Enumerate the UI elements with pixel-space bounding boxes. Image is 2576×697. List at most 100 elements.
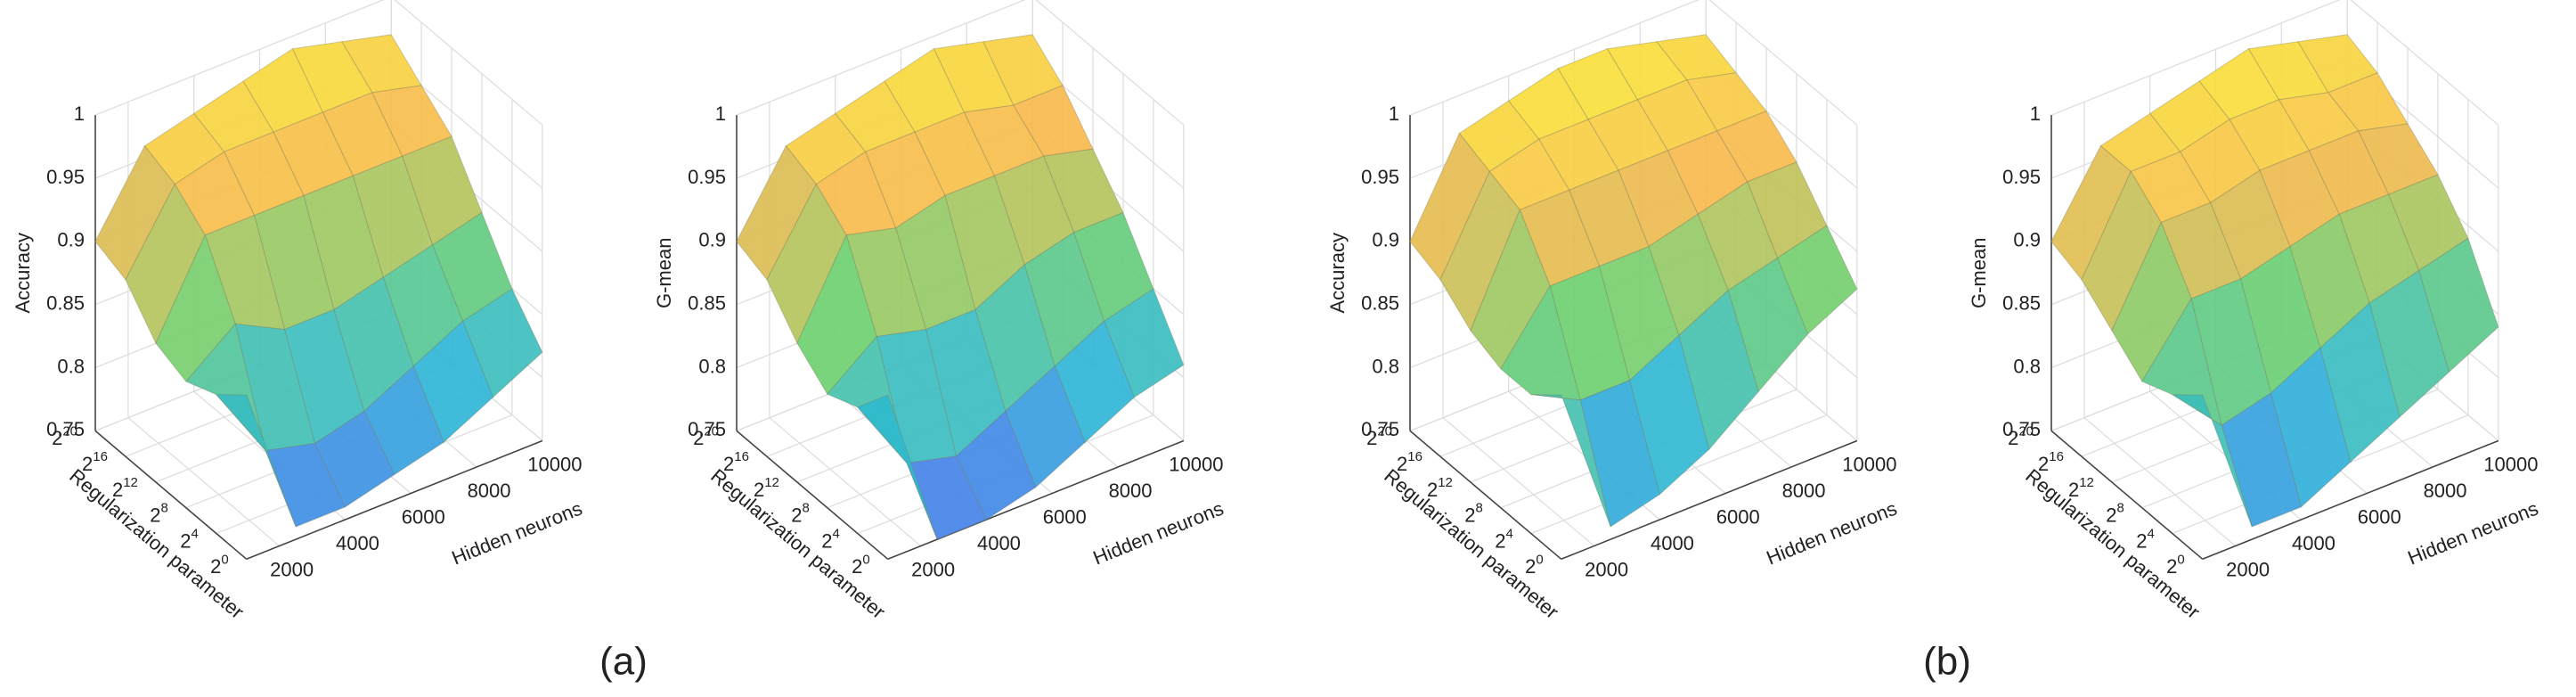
x-tick-label: 4000 — [1651, 532, 1694, 554]
x-axis — [246, 439, 543, 561]
x-tick-label: 10000 — [1842, 453, 1896, 475]
surface-patch — [1727, 257, 1809, 393]
y-tick-label: 20 — [2166, 553, 2185, 578]
y-axis-title: Regularization parameter — [2021, 464, 2204, 623]
y-tick-label: 28 — [150, 501, 168, 526]
grid-line — [2050, 0, 2341, 116]
y-tick-label: 24 — [180, 527, 199, 552]
x-tick-label: 6000 — [1716, 505, 1760, 528]
x-axis-title: Hidden neurons — [1090, 497, 1227, 570]
z-tick-label: 1 — [2030, 102, 2041, 125]
z-tick-label: 0.75 — [688, 418, 726, 440]
surface-patch — [215, 394, 297, 528]
y-axis-title: Regularization parameter — [706, 464, 889, 623]
y-tick-label: 220 — [2008, 424, 2034, 449]
surface-patch — [1537, 119, 1619, 191]
x-tick-label: 10000 — [527, 453, 582, 475]
surface-patch — [412, 320, 494, 444]
x-tick-label: 6000 — [402, 505, 445, 528]
surface-patch — [431, 211, 513, 323]
x-tick-label: 8000 — [1782, 480, 1826, 502]
y-tick-label: 220 — [693, 424, 719, 449]
surface-patch — [955, 410, 1037, 521]
caption: (b) — [1923, 640, 1971, 684]
z-axis-title: G-mean — [653, 238, 675, 308]
z-tick-label: 0.8 — [2013, 355, 2041, 377]
x-tick-label: 8000 — [1109, 480, 1153, 502]
x-tick-label: 4000 — [336, 532, 379, 554]
x-tick-label: 8000 — [468, 480, 511, 502]
y-tick-label: 28 — [791, 501, 810, 526]
x-tick-label: 10000 — [2483, 453, 2538, 475]
surface-patch — [1500, 284, 1581, 401]
surface-patch — [1530, 394, 1611, 528]
grid-line — [1035, 0, 1185, 126]
grid-line — [1409, 0, 1700, 116]
y-tick-label: 24 — [821, 527, 840, 552]
y-tick-label: 216 — [2038, 450, 2064, 475]
grid-line — [736, 0, 1026, 116]
surface-patch — [1746, 161, 1828, 259]
caption: (a) — [599, 640, 648, 684]
grid-line — [127, 417, 281, 546]
z-tick-label: 0.8 — [698, 355, 726, 377]
y-axis — [736, 430, 889, 560]
z-tick-label: 0.85 — [46, 292, 85, 315]
z-tick-label: 0.95 — [1361, 166, 1399, 188]
z-tick-label: 0.9 — [57, 229, 85, 251]
x-tick-label: 4000 — [2292, 532, 2336, 554]
z-tick-label: 1 — [715, 102, 726, 125]
grid-line — [394, 0, 543, 126]
y-tick-label: 28 — [2106, 501, 2124, 526]
grid-line — [2350, 0, 2499, 126]
x-axis — [1561, 439, 1858, 561]
surface-patch — [1507, 68, 1589, 140]
surface-patch — [333, 276, 414, 413]
surface-patch — [1678, 289, 1759, 451]
x-tick-label: 8000 — [2424, 480, 2467, 502]
y-tick-label: 216 — [82, 450, 108, 475]
surface-chart: 0.75 0.8 0.85 0.9 0.95 1 2000 4000 6000 8000 10000… — [653, 0, 1227, 623]
y-axis — [2050, 430, 2204, 560]
surface-patch — [1628, 334, 1710, 496]
surface-patch — [1005, 365, 1086, 488]
z-tick-label: 1 — [1389, 102, 1399, 125]
surface-chart: 0.75 0.8 0.85 0.9 0.95 1 2000 4000 6000 8000 10000… — [1326, 0, 1900, 623]
surface-patch — [340, 34, 422, 94]
surface-patch — [736, 144, 817, 281]
surface-patch — [1776, 225, 1858, 335]
surface-patch — [363, 365, 444, 476]
y-tick-label: 24 — [1495, 527, 1513, 552]
surface-patch — [402, 135, 483, 246]
surface-chart: 0.75 0.8 0.85 0.9 0.95 1 2000 4000 6000 8000 10000… — [12, 0, 585, 623]
x-tick-label: 4000 — [977, 532, 1021, 554]
z-tick-label: 0.75 — [2002, 418, 2041, 440]
surface-patch — [234, 323, 316, 452]
y-tick-label: 20 — [210, 553, 229, 578]
y-tick-label: 28 — [1464, 501, 1483, 526]
z-axis-title: Accuracy — [12, 233, 34, 313]
grid-line — [769, 417, 922, 546]
x-tick-label: 2000 — [1585, 558, 1628, 580]
z-axis-title: G-mean — [1968, 238, 1990, 308]
y-tick-label: 220 — [1366, 424, 1392, 449]
surface-patch — [204, 214, 286, 331]
z-tick-label: 0.8 — [1372, 355, 1399, 377]
y-axis-title: Regularization parameter — [65, 464, 248, 623]
x-tick-label: 2000 — [911, 558, 955, 580]
surface-patch — [1054, 320, 1136, 444]
z-tick-label: 0.85 — [688, 292, 726, 315]
surface-patch — [1579, 380, 1661, 528]
z-tick-label: 0.95 — [2002, 166, 2041, 188]
surface-patch — [796, 234, 877, 396]
y-axis — [1409, 430, 1562, 560]
z-tick-label: 0.9 — [698, 229, 726, 251]
grid-line — [94, 0, 385, 116]
surface-patch — [291, 41, 373, 113]
x-axis-title: Hidden neurons — [1764, 497, 1901, 570]
x-tick-label: 6000 — [2358, 505, 2401, 528]
surface-patch — [1598, 245, 1680, 381]
surface-patch — [1568, 169, 1650, 267]
y-axis-title: Regularization parameter — [1380, 464, 1562, 623]
